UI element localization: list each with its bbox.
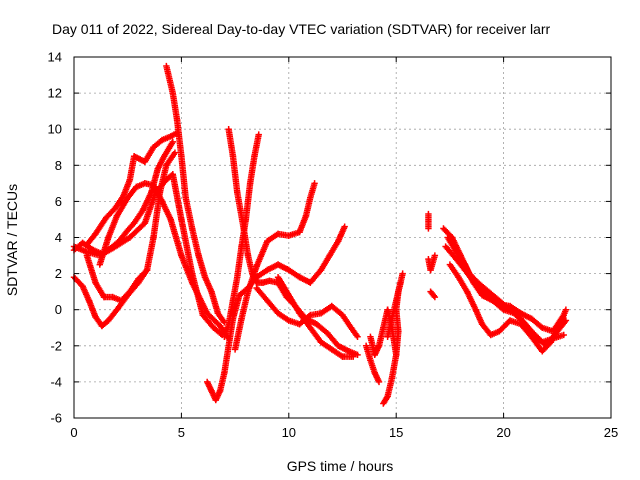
data-point (311, 180, 318, 187)
series-arc-10 (203, 223, 348, 404)
y-tick-label: -2 (50, 338, 62, 353)
grid-layer (74, 57, 611, 418)
tick-labels: 0 5 10 15 20 25 -6 -4 -2 0 2 4 6 8 10 12 14 (48, 50, 619, 441)
series-arc-11 (231, 180, 318, 353)
x-tick-label: 15 (389, 425, 403, 440)
series-arc-13 (274, 274, 357, 360)
y-tick-label: 12 (48, 86, 62, 101)
data-point (430, 292, 437, 299)
y-tick-label: 4 (55, 230, 62, 245)
series-arc-7 (163, 62, 228, 326)
x-axis-label: GPS time / hours (287, 458, 394, 474)
series-arc-5 (83, 129, 181, 248)
series-arc-18 (425, 210, 432, 232)
y-tick-label: 2 (55, 266, 62, 281)
data-point (561, 318, 569, 326)
data-point (350, 353, 357, 360)
series-arc-14 (362, 342, 383, 386)
data-point (341, 223, 348, 230)
y-tick-label: 10 (48, 122, 62, 137)
x-tick-label: 20 (496, 425, 510, 440)
data-point (399, 270, 406, 277)
x-tick-label: 10 (282, 425, 296, 440)
data-point (171, 149, 179, 156)
data-point (562, 317, 570, 324)
data-point (397, 279, 404, 286)
x-tick-label: 0 (70, 425, 77, 440)
data-marks (70, 62, 570, 407)
y-tick-label: -4 (50, 374, 62, 389)
series-arc-24 (444, 234, 570, 349)
series-arc-12 (253, 284, 361, 340)
data-point (169, 138, 177, 146)
data-point (221, 333, 228, 340)
series-arc-15 (367, 306, 400, 359)
series-arc-20 (427, 288, 439, 301)
data-point (431, 252, 439, 259)
data-point (560, 331, 567, 339)
series-arc-19 (425, 252, 439, 274)
y-tick-label: -6 (50, 411, 62, 426)
series-arc-4 (83, 149, 179, 304)
x-tick-label: 5 (178, 425, 185, 440)
series-arc-2 (70, 266, 151, 330)
data-point (431, 293, 439, 301)
x-tick-label: 25 (604, 425, 618, 440)
data-point (425, 225, 432, 232)
data-point (354, 351, 361, 359)
data-point (354, 333, 361, 340)
series-arc-17 (384, 279, 404, 340)
series-arc-9 (221, 131, 262, 340)
y-axis-label: SDTVAR / TECUs (4, 184, 20, 296)
y-tick-label: 0 (55, 302, 62, 317)
y-tick-label: 6 (55, 194, 62, 209)
y-tick-label: 8 (55, 158, 62, 173)
chart-title: Day 011 of 2022, Sidereal Day-to-day VTE… (52, 21, 551, 37)
data-point (562, 306, 570, 313)
y-tick-label: 14 (48, 50, 62, 65)
data-point (375, 378, 383, 386)
